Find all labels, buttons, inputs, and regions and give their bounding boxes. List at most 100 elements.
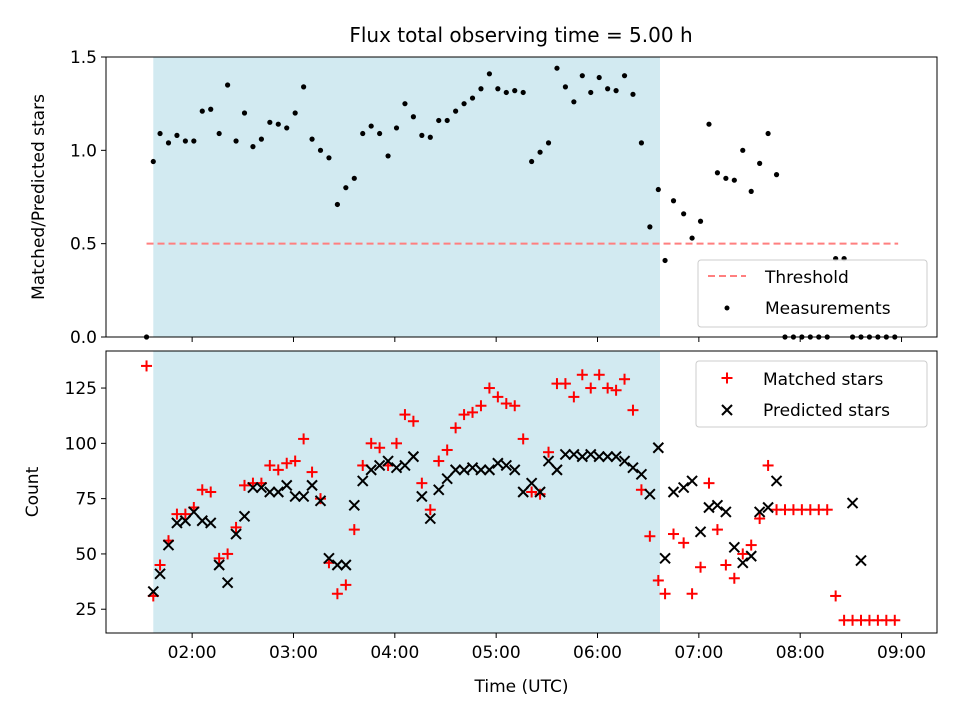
matched-star-point — [179, 508, 191, 520]
predicted-star-point — [737, 557, 749, 569]
measurement-point — [334, 201, 340, 208]
measurement-point — [647, 224, 653, 230]
predicted-star-point — [525, 477, 538, 489]
ratio-panel-frame — [105, 56, 938, 338]
measurement-point — [613, 88, 619, 94]
measurement-point — [284, 125, 290, 131]
predicted-star-point — [475, 464, 487, 476]
predicted-star-point — [618, 455, 631, 467]
matched-star-point — [239, 479, 250, 491]
count-ytick-label: 125 — [65, 379, 97, 399]
predicted-star-point — [196, 515, 208, 527]
matched-star-point — [154, 559, 166, 571]
matched-star-point — [467, 406, 479, 418]
matched-star-point — [433, 455, 445, 467]
measurement-point — [588, 89, 594, 96]
measurement-point — [165, 140, 172, 146]
matched-star-point — [374, 442, 386, 454]
measurement-point — [360, 130, 366, 137]
count-xtick-label: 02:00 — [168, 643, 217, 663]
matched-star-point — [230, 521, 242, 533]
predicted-star-point — [728, 541, 741, 554]
measurement-point — [605, 86, 611, 92]
matched-star-point — [593, 369, 605, 381]
measurement-point — [241, 110, 248, 116]
measurement-point — [757, 160, 763, 166]
ratio-legend-box — [697, 259, 928, 328]
matched-star-point — [821, 504, 833, 516]
count-y-axis: 25 50 75 100 125 — [65, 379, 106, 620]
legend-matched-swatch — [721, 372, 733, 384]
matched-star-point — [340, 579, 352, 591]
predicted-star-point — [644, 488, 656, 500]
ratio-y-axis: 0.0 0.5 1.0 1.5 — [70, 48, 106, 348]
matched-star-point — [424, 504, 436, 516]
count-legend-box — [695, 360, 928, 428]
measurement-point — [662, 257, 668, 264]
count-legend: Matched stars Predicted stars — [695, 360, 928, 428]
measurement-point — [486, 71, 493, 77]
measurement-point — [292, 110, 298, 116]
matched-star-point — [619, 373, 631, 385]
predicted-star-point — [458, 464, 470, 476]
predicted-star-point — [205, 517, 217, 529]
measurement-point — [571, 99, 577, 105]
measurement-point — [191, 138, 197, 144]
predicted-star-point — [627, 461, 639, 474]
matched-star-point — [458, 409, 470, 421]
measurement-point — [529, 158, 535, 165]
matched-star-point — [331, 588, 343, 600]
measurement-point — [740, 147, 746, 153]
ratio-legend: Threshold Measurements — [697, 259, 928, 328]
measurement-point — [562, 84, 569, 90]
predicted-star-point — [238, 510, 251, 523]
matched-star-point — [509, 400, 521, 412]
measurement-point — [377, 130, 383, 137]
count-xtick-label: 05:00 — [472, 643, 521, 663]
measurement-point — [731, 177, 737, 183]
matched-star-point — [407, 415, 419, 427]
predicted-star-point — [509, 464, 521, 476]
legend-predicted-marker — [721, 404, 733, 416]
matched-star-point — [500, 398, 512, 410]
predicted-star-point — [500, 459, 513, 472]
matched-star-point — [416, 477, 428, 489]
predicted-star-point — [407, 450, 420, 463]
matched-star-point — [391, 437, 403, 449]
predicted-star-point — [162, 539, 175, 551]
predicted-star-point — [542, 455, 555, 467]
predicted-star-point — [306, 479, 318, 492]
matched-star-point — [399, 409, 411, 421]
measurement-point — [208, 106, 214, 112]
predicted-star-point — [188, 506, 200, 518]
measurement-point — [503, 89, 509, 96]
predicted-star-point — [399, 459, 411, 472]
ratio-ytick-label: 1.0 — [70, 141, 97, 161]
predicted-star-point — [677, 481, 690, 494]
count-ytick-label: 50 — [75, 545, 97, 565]
measurement-point — [343, 185, 349, 191]
measurement-point — [512, 88, 518, 94]
measurement-point — [402, 101, 408, 107]
measurement-point — [419, 132, 425, 138]
predicted-star-point — [433, 484, 445, 496]
measurement-point — [275, 121, 281, 127]
ratio-x-axis — [191, 337, 903, 342]
predicted-star-point — [323, 552, 335, 565]
measurement-point — [723, 175, 729, 181]
matched-star-point — [450, 422, 462, 434]
matched-star-point — [830, 590, 842, 602]
predicted-star-point — [289, 490, 301, 503]
predicted-star-point — [534, 486, 546, 498]
predicted-star-point — [610, 450, 622, 463]
matched-star-point — [289, 455, 301, 467]
measurement-point — [478, 86, 484, 92]
predicted-star-point — [441, 473, 453, 485]
matched-star-point — [196, 484, 208, 496]
matched-star-point — [298, 433, 310, 445]
matched-star-point — [754, 513, 766, 525]
predicted-star-point — [635, 468, 648, 481]
measurement-point — [385, 153, 391, 159]
measurement-point — [267, 119, 273, 125]
